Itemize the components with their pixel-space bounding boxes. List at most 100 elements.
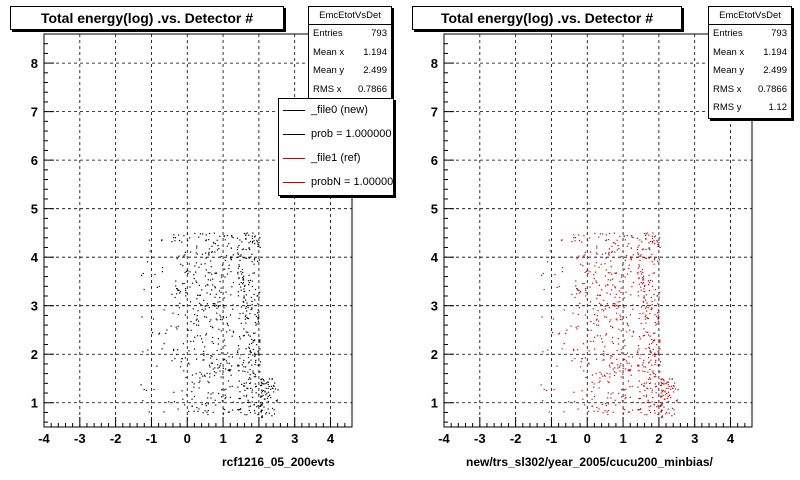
scatter-point [257, 318, 259, 320]
scatter-point [657, 405, 659, 407]
scatter-point [241, 268, 244, 271]
scatter-point [242, 370, 244, 372]
scatter-point [558, 332, 561, 334]
scatter-point [240, 306, 243, 308]
scatter-point [607, 380, 609, 383]
legend-entry-probn: probN = 1.000000 [279, 171, 393, 195]
scatter-point [185, 376, 187, 379]
scatter-point [216, 312, 218, 314]
scatter-point [625, 291, 627, 293]
scatter-point [202, 359, 204, 361]
scatter-point [188, 410, 190, 413]
scatter-point [257, 414, 259, 416]
scatter-point [636, 248, 639, 251]
scatter-point [666, 382, 668, 384]
scatter-point [587, 329, 589, 331]
scatter-point [248, 282, 251, 284]
scatter-point [677, 389, 679, 391]
scatter-point [247, 317, 250, 320]
scatter-point [643, 256, 645, 259]
scatter-point [274, 388, 277, 390]
scatter-point [613, 374, 616, 377]
scatter-point [599, 335, 601, 337]
scatter-point [227, 352, 229, 354]
scatter-point [648, 347, 651, 350]
scatter-point [198, 381, 200, 384]
scatter-point [147, 349, 149, 351]
scatter-point [255, 315, 258, 318]
scatter-point [645, 348, 647, 350]
scatter-point [206, 284, 208, 286]
scatter-point [648, 234, 650, 236]
scatter-point [141, 316, 143, 318]
scatter-point [224, 398, 226, 400]
scatter-point [249, 248, 251, 251]
scatter-point [242, 335, 245, 337]
scatter-point [261, 378, 263, 380]
scatter-point [203, 354, 205, 357]
scatter-point [245, 248, 247, 251]
scatter-point [643, 359, 645, 361]
scatter-point [667, 391, 670, 393]
scatter-point [646, 310, 648, 312]
scatter-point [272, 387, 274, 390]
scatter-point [181, 390, 183, 392]
left-stats-box: EmcEtotVsDet Entries 793 Mean x 1.194 Me… [308, 6, 392, 100]
scatter-point [573, 349, 575, 352]
scatter-point [620, 287, 622, 289]
scatter-point [220, 255, 222, 258]
scatter-point [258, 393, 260, 395]
scatter-point [232, 304, 234, 306]
scatter-point [597, 410, 599, 413]
scatter-point [244, 290, 246, 293]
scatter-point [225, 360, 227, 362]
scatter-point [630, 256, 632, 258]
scatter-point [221, 400, 223, 402]
scatter-point [242, 277, 244, 280]
scatter-point [657, 314, 660, 316]
scatter-point [262, 394, 264, 396]
scatter-point [198, 294, 200, 296]
scatter-point [260, 396, 262, 398]
scatter-point [657, 243, 659, 245]
scatter-point [609, 293, 611, 295]
scatter-point [252, 396, 254, 398]
scatter-point [629, 314, 632, 316]
scatter-point [198, 236, 200, 238]
scatter-point [238, 397, 241, 400]
scatter-point [183, 235, 185, 237]
scatter-point [257, 364, 259, 366]
scatter-point [148, 239, 150, 241]
scatter-point [596, 318, 598, 320]
scatter-point [643, 382, 645, 384]
scatter-point [649, 335, 651, 337]
scatter-point [196, 294, 199, 296]
scatter-point [607, 272, 609, 274]
scatter-point [239, 313, 241, 315]
scatter-point [244, 414, 246, 416]
scatter-point [613, 305, 615, 307]
scatter-point [253, 272, 256, 274]
scatter-point [250, 378, 252, 380]
scatter-point [623, 359, 625, 361]
scatter-point [208, 239, 210, 241]
scatter-point [219, 235, 221, 237]
scatter-point [608, 248, 611, 250]
scatter-point [657, 245, 659, 248]
scatter-point [193, 323, 195, 325]
scatter-point [231, 335, 233, 337]
scatter-point [658, 354, 660, 356]
scatter-point [661, 378, 663, 380]
scatter-point [655, 385, 657, 387]
scatter-point [200, 373, 202, 375]
scatter-point [579, 292, 581, 294]
scatter-point [273, 391, 275, 393]
scatter-point [263, 398, 265, 400]
scatter-point [605, 257, 607, 259]
scatter-point [211, 355, 213, 357]
x-tick-label: -4 [38, 431, 50, 446]
scatter-point [623, 304, 625, 307]
left-stats-value: 793 [371, 28, 387, 39]
scatter-point [651, 235, 653, 237]
scatter-point [661, 390, 663, 392]
